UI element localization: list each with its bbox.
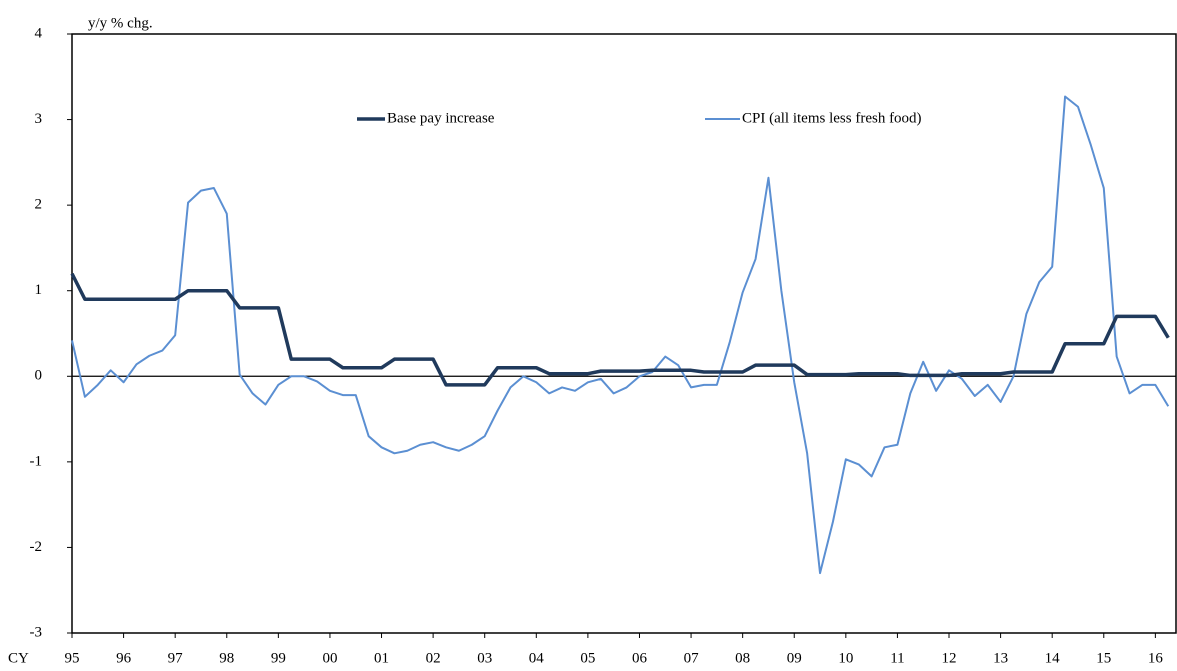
x-axis-label: CY	[8, 650, 29, 666]
y-tick-label: 3	[35, 111, 43, 127]
x-tick-label: 07	[684, 650, 700, 666]
x-tick-label: 99	[271, 650, 286, 666]
y-tick-label: 1	[35, 282, 43, 298]
plot-frame	[71, 33, 1177, 634]
x-tick-label: 05	[580, 650, 595, 666]
series-line	[70, 272, 1170, 387]
x-tick-label: 95	[65, 650, 80, 666]
y-tick-label: 4	[35, 25, 43, 41]
x-tick-label: 03	[477, 650, 492, 666]
x-tick-label: 00	[322, 650, 337, 666]
x-tick-label: 06	[632, 650, 648, 666]
x-tick-label: 97	[168, 650, 184, 666]
y-tick-label: -1	[30, 453, 43, 469]
x-tick-label: 04	[529, 650, 545, 666]
x-tick-label: 96	[116, 650, 132, 666]
x-tick-label: 08	[735, 650, 750, 666]
x-tick-label: 01	[374, 650, 389, 666]
y-tick-label: 2	[35, 197, 43, 213]
x-tick-label: 02	[426, 650, 441, 666]
y-axis-label: y/y % chg.	[88, 15, 153, 31]
x-tick-label: 98	[219, 650, 234, 666]
x-tick-label: 09	[787, 650, 802, 666]
y-tick-label: 0	[35, 368, 43, 384]
series-line	[71, 95, 1170, 575]
x-tick-label: 11	[890, 650, 904, 666]
x-tick-label: 14	[1045, 650, 1061, 666]
x-tick-label: 12	[942, 650, 957, 666]
x-tick-label: 10	[838, 650, 853, 666]
x-tick-label: 16	[1148, 650, 1164, 666]
x-tick-label: 13	[993, 650, 1008, 666]
legend-label: CPI (all items less fresh food)	[742, 110, 922, 126]
y-tick-label: -2	[30, 539, 43, 555]
y-tick-label: -3	[30, 624, 43, 640]
legend-label: Base pay increase	[387, 110, 495, 126]
x-tick-label: 15	[1096, 650, 1111, 666]
